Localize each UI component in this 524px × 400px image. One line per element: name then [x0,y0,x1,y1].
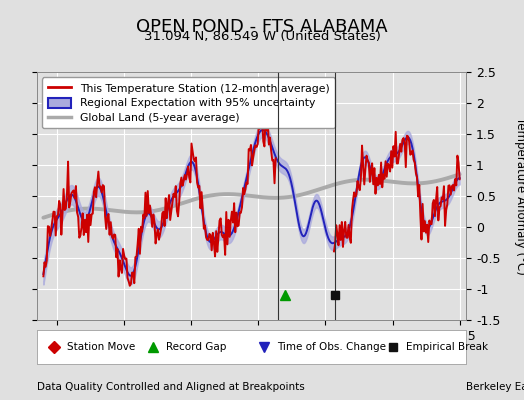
Text: 31.094 N, 86.549 W (United States): 31.094 N, 86.549 W (United States) [144,30,380,43]
Text: Station Move: Station Move [67,342,135,352]
Text: Berkeley Earth: Berkeley Earth [466,382,524,392]
Text: OPEN POND - FTS ALABAMA: OPEN POND - FTS ALABAMA [136,18,388,36]
Text: Data Quality Controlled and Aligned at Breakpoints: Data Quality Controlled and Aligned at B… [37,382,304,392]
Text: Record Gap: Record Gap [166,342,226,352]
Legend: This Temperature Station (12-month average), Regional Expectation with 95% uncer: This Temperature Station (12-month avera… [42,78,335,128]
Text: Time of Obs. Change: Time of Obs. Change [277,342,386,352]
Text: Empirical Break: Empirical Break [406,342,488,352]
Y-axis label: Temperature Anomaly (°C): Temperature Anomaly (°C) [515,117,524,275]
